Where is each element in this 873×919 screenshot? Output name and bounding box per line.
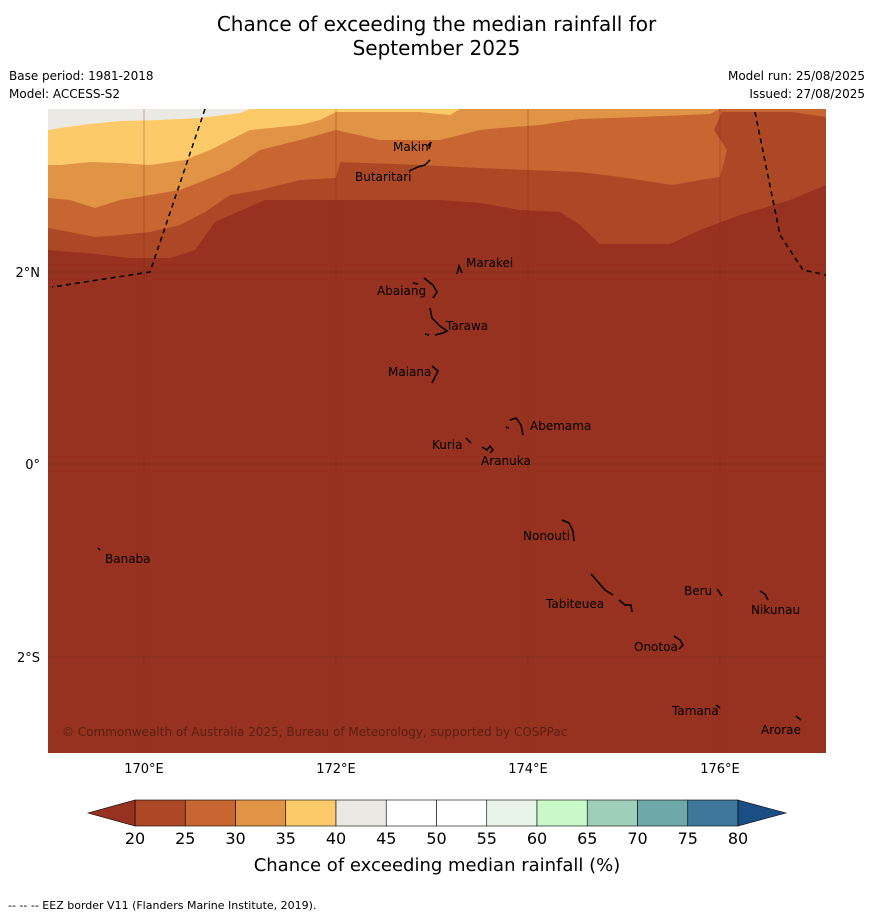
eez-note: -- -- -- EEZ border V11 (Flanders Marine… [8, 899, 317, 912]
band-35-40 [48, 109, 460, 165]
colorbar-tick-label: 55 [477, 829, 497, 848]
y-tick-2n: 2°N [16, 266, 41, 281]
colorbar-high-arrow [737, 799, 788, 827]
colorbar-tick-label: 70 [627, 829, 647, 848]
map-figure: Makin Butaritari Marakei Abaiang Tarawa … [16, 109, 826, 876]
island-labels: Makin Butaritari Marakei Abaiang Tarawa … [105, 140, 801, 737]
island-label-tarawa: Tarawa [445, 319, 488, 333]
island-outlines [97, 141, 802, 721]
colorbar-tick-label: 25 [175, 829, 195, 848]
title-line-1: Chance of exceeding the median rainfall … [216, 12, 657, 36]
island-label-marakei: Marakei [466, 256, 513, 270]
meta-right: Model run: 25/08/2025 Issued: 27/08/2025 [728, 67, 865, 103]
island-label-abemama: Abemama [530, 419, 591, 433]
island-label-makin: Makin [393, 140, 429, 154]
x-tick-170e: 170°E [124, 762, 164, 777]
island-label-abaiang: Abaiang [377, 284, 426, 298]
colorbar-cell [586, 799, 638, 827]
colorbar-cell [335, 799, 387, 827]
colorbar-tick-label: 80 [728, 829, 748, 848]
map-area: Makin Butaritari Marakei Abaiang Tarawa … [48, 109, 826, 753]
colorbar-cell [536, 799, 588, 827]
x-axis-ticks: 170°E 172°E 174°E 176°E [124, 762, 740, 777]
colorbar-cell [134, 799, 186, 827]
issued-text: Issued: 27/08/2025 [749, 87, 865, 101]
island-label-butaritari: Butaritari [355, 170, 412, 184]
colorbar-tick-label: 65 [577, 829, 597, 848]
x-tick-176e: 176°E [700, 762, 740, 777]
island-label-banaba: Banaba [105, 552, 151, 566]
island-label-aranuka: Aranuka [481, 454, 531, 468]
colorbar-tick-label: 30 [225, 829, 245, 848]
colorbar-tick-label: 50 [426, 829, 446, 848]
colorbar-cell [385, 799, 437, 827]
map-title: Chance of exceeding the median rainfall … [0, 12, 873, 60]
colorbar-label: Chance of exceeding median rainfall (%) [254, 855, 621, 876]
colorbar-cell [486, 799, 538, 827]
island-label-arorae: Arorae [761, 723, 801, 737]
island-label-beru: Beru [684, 584, 712, 598]
colorbar-tick-label: 40 [326, 829, 346, 848]
eez-border [51, 109, 826, 288]
colorbar-cell [235, 799, 287, 827]
colorbar-low-arrow [86, 799, 136, 827]
colorbar-cells [134, 799, 739, 827]
colorbar-ticks: 20 25 30 35 40 45 50 55 60 65 70 75 80 [125, 829, 748, 848]
island-label-tamana: Tamana [671, 704, 719, 718]
colorbar-cell [637, 799, 689, 827]
copyright-text: © Commonwealth of Australia 2025, Bureau… [62, 725, 567, 739]
x-tick-172e: 172°E [316, 762, 356, 777]
colorbar-tick-label: 45 [376, 829, 396, 848]
colorbar-tick-label: 75 [678, 829, 698, 848]
x-tick-174e: 174°E [508, 762, 548, 777]
colorbar-cell [687, 799, 739, 827]
island-label-maiana: Maiana [388, 365, 431, 379]
y-axis-ticks: 2°N 0° 2°S [16, 266, 41, 666]
island-label-tabiteuea: Tabiteuea [545, 597, 604, 611]
colorbar-cell [184, 799, 236, 827]
model-text: Model: ACCESS-S2 [9, 87, 121, 101]
title-line-2: September 2025 [352, 36, 521, 60]
base-period-text: Base period: 1981-2018 [9, 69, 154, 83]
y-tick-0: 0° [25, 458, 40, 473]
model-run-text: Model run: 25/08/2025 [727, 69, 865, 83]
island-label-nonouti: Nonouti [523, 529, 570, 543]
island-label-nikunau: Nikunau [751, 603, 800, 617]
colorbar-tick-label: 20 [125, 829, 145, 848]
colorbar: 20 25 30 35 40 45 50 55 60 65 70 75 80 Chance of exc… [86, 799, 788, 876]
colorbar-cell [285, 799, 337, 827]
meta-left: Base period: 1981-2018 Model: ACCESS-S2 [9, 67, 154, 103]
gridlines [48, 109, 826, 753]
y-tick-2s: 2°S [17, 651, 40, 666]
colorbar-tick-label: 60 [527, 829, 547, 848]
colorbar-cell [436, 799, 488, 827]
band-40-45 [48, 109, 250, 130]
colorbar-tick-label: 35 [276, 829, 296, 848]
island-label-onotoa: Onotoa [634, 640, 678, 654]
island-label-kuria: Kuria [432, 438, 463, 452]
